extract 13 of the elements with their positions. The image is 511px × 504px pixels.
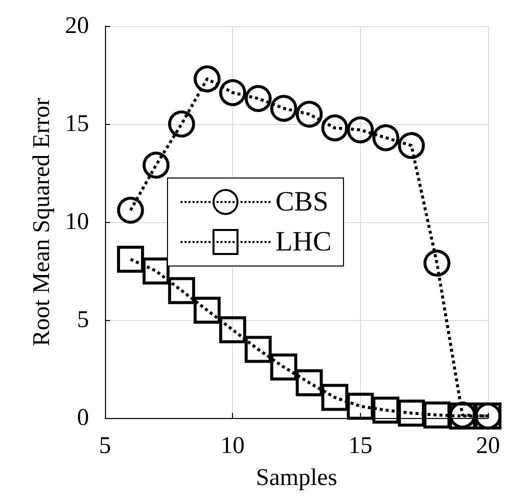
y-tick-label: 5 [77, 307, 89, 333]
x-tick-label: 10 [220, 433, 245, 459]
x-tick-label: 15 [348, 433, 372, 459]
y-tick-label: 15 [65, 111, 89, 137]
y-tick-label: 0 [77, 405, 89, 431]
x-axis-title: Samples [256, 465, 338, 491]
y-tick-label: 10 [65, 209, 89, 235]
x-tick-label: 20 [476, 433, 500, 459]
x-tick-label: 5 [99, 433, 111, 459]
legend-label: CBS [276, 186, 328, 218]
y-axis-title: Root Mean Squared Error [29, 98, 56, 346]
legend-label: LHC [276, 226, 332, 258]
y-tick-label: 20 [65, 13, 89, 39]
